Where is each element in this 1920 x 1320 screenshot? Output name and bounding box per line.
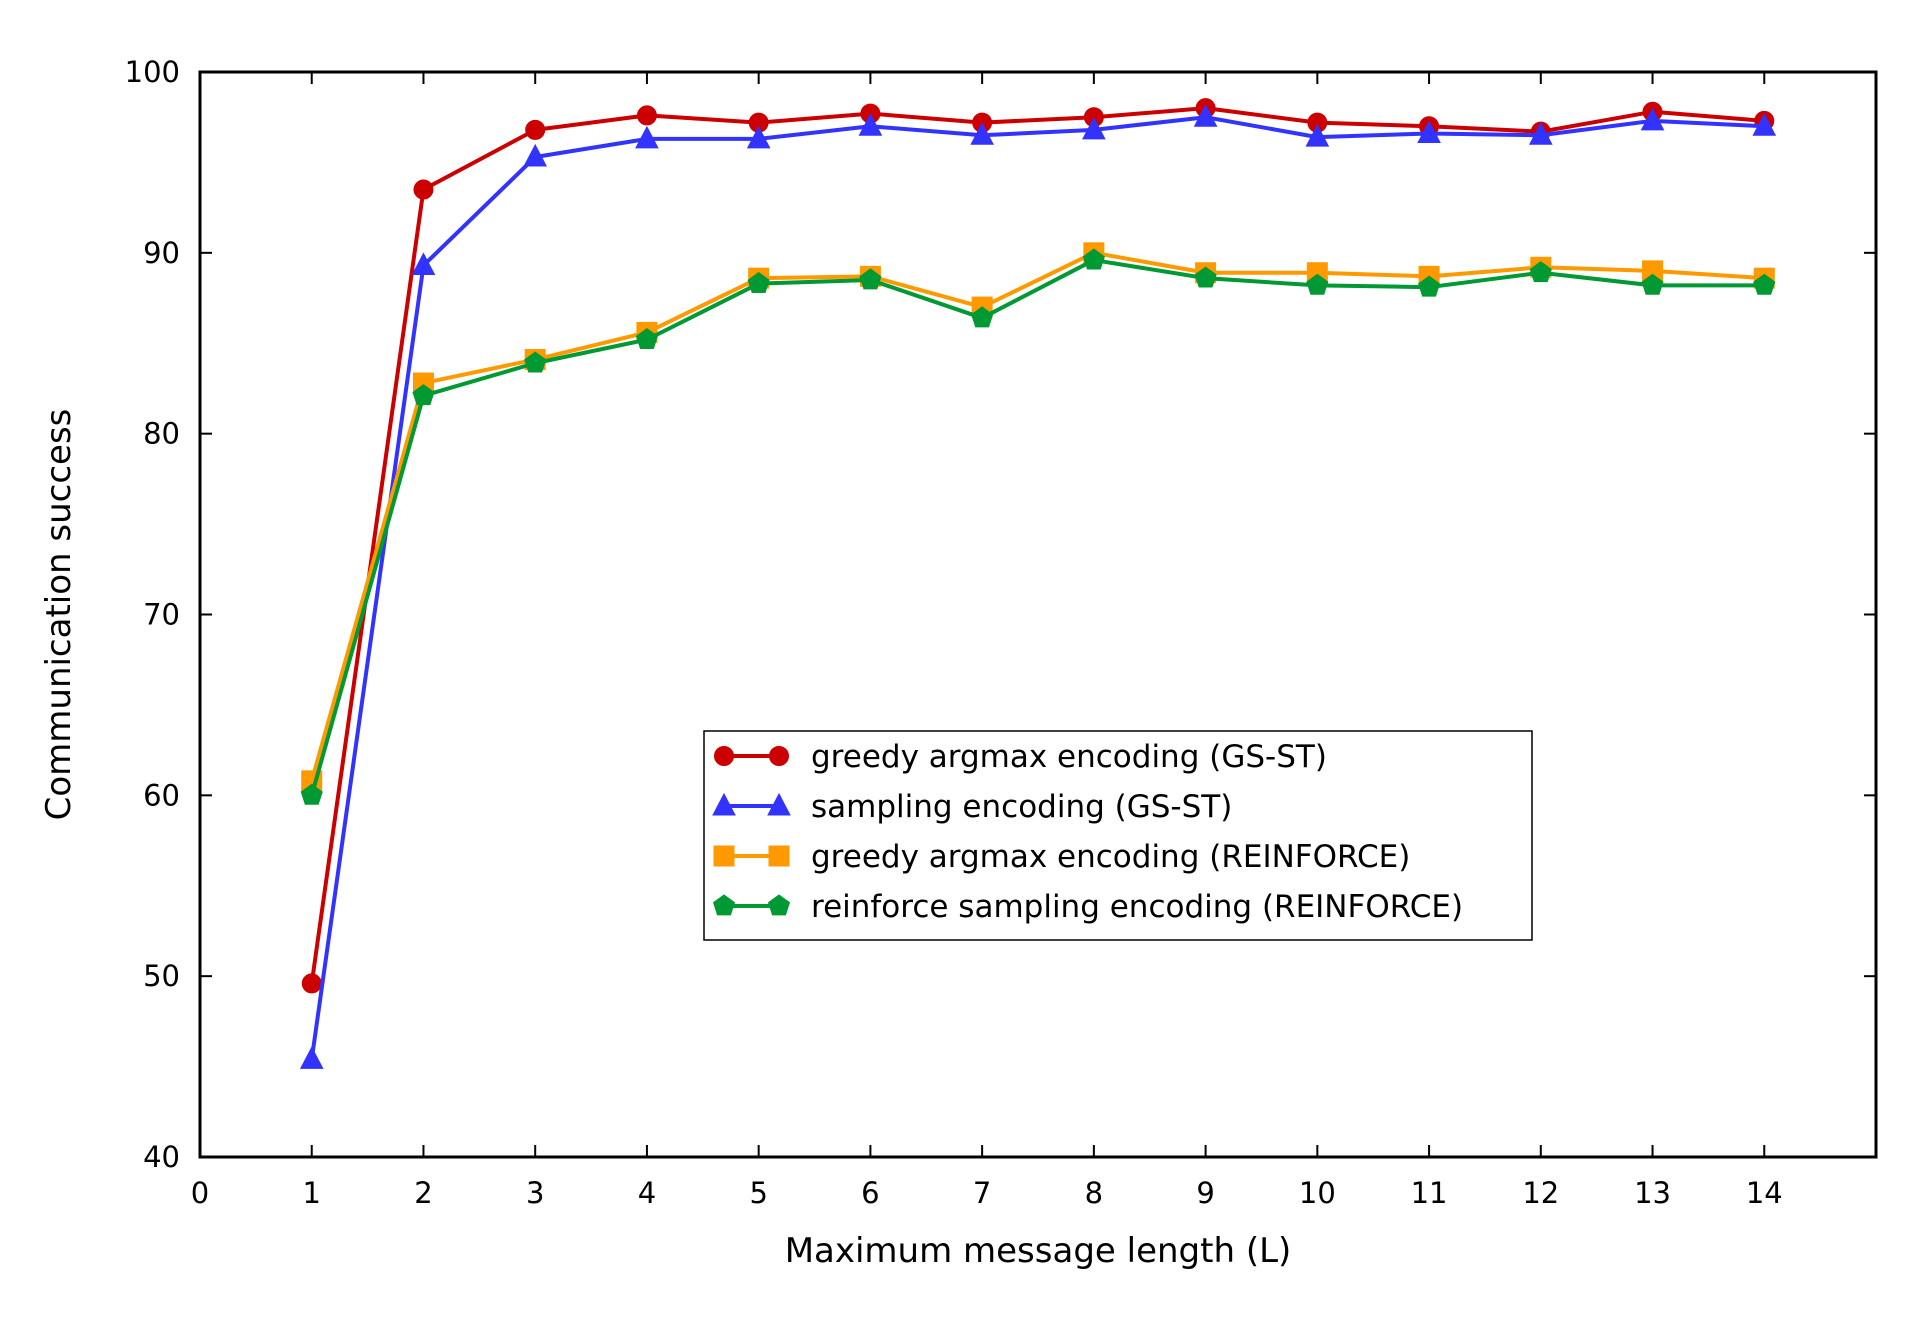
legend-marker	[714, 746, 734, 766]
x-tick-label: 7	[973, 1176, 991, 1210]
data-point	[413, 179, 434, 200]
series-1	[299, 104, 1777, 1069]
x-tick-label: 12	[1522, 1176, 1559, 1210]
data-point	[971, 306, 994, 328]
x-tick-label: 8	[1085, 1176, 1103, 1210]
series-line	[309, 115, 1765, 1060]
x-tick-label: 11	[1411, 1176, 1448, 1210]
legend-label: reinforce sampling encoding (REINFORCE)	[811, 889, 1463, 925]
legend-label: greedy argmax encoding (REINFORCE)	[811, 839, 1410, 875]
legend: greedy argmax encoding (GS-ST) sampling e…	[703, 730, 1533, 941]
data-point	[1418, 275, 1441, 297]
y-tick-label: 60	[143, 778, 180, 812]
legend-marker	[712, 894, 736, 916]
y-tick-label: 70	[143, 598, 180, 632]
data-point	[970, 122, 994, 145]
legend-marker	[769, 746, 789, 766]
legend-marker	[767, 792, 791, 816]
legend-item: sampling encoding (GS-ST)	[712, 789, 1232, 825]
data-point	[1641, 273, 1664, 295]
data-point	[636, 105, 657, 126]
data-point	[1417, 120, 1441, 143]
plot-frame	[198, 70, 1878, 1159]
data-point	[747, 271, 770, 293]
series-2	[301, 242, 1775, 792]
x-tick-label: 1	[303, 1176, 321, 1210]
data-point	[299, 1046, 324, 1069]
y-tick-label: 100	[125, 55, 180, 89]
x-axis-title: Maximum message length (L)	[785, 1231, 1292, 1271]
data-point	[859, 268, 882, 290]
legend-marker	[767, 894, 791, 916]
legend-box	[703, 730, 1533, 941]
y-tick-label: 40	[143, 1140, 180, 1174]
data-point	[300, 783, 323, 805]
data-point	[1753, 273, 1776, 295]
x-tick-label: 5	[749, 1176, 767, 1210]
data-point	[635, 125, 659, 149]
legend-label: sampling encoding (GS-ST)	[811, 789, 1232, 825]
data-point	[1194, 266, 1217, 288]
series-line	[309, 106, 1765, 984]
data-point	[1082, 248, 1105, 270]
x-tick-label: 13	[1634, 1176, 1671, 1210]
y-tick-label: 80	[143, 417, 180, 451]
data-point	[301, 973, 322, 994]
x-tick-label: 2	[414, 1176, 432, 1210]
series-line	[309, 258, 1765, 796]
data-point	[524, 351, 547, 373]
x-tick-label: 9	[1196, 1176, 1214, 1210]
legend-item: greedy argmax encoding (REINFORCE)	[713, 839, 1410, 875]
data-point	[523, 143, 548, 167]
x-tick-label: 3	[526, 1176, 544, 1210]
data-point	[1640, 107, 1665, 131]
data-point	[858, 113, 883, 136]
legend-marker	[713, 845, 735, 867]
data-point	[635, 328, 658, 350]
data-point	[1193, 104, 1218, 127]
data-point	[1752, 113, 1777, 136]
data-point	[1529, 261, 1552, 283]
x-tick-label: 10	[1299, 1176, 1336, 1210]
axis-ticks	[199, 71, 1876, 1158]
y-tick-label: 50	[143, 959, 180, 993]
y-axis-title: Communication success	[39, 409, 79, 821]
data-point	[1305, 124, 1330, 147]
data-point	[525, 119, 546, 140]
legend-marker	[712, 792, 736, 816]
data-point	[412, 384, 435, 406]
data-point	[1082, 116, 1106, 140]
data-point	[411, 252, 436, 275]
data-point	[1306, 273, 1329, 295]
data-point	[1528, 122, 1553, 145]
series-line	[309, 250, 1765, 782]
legend-item: greedy argmax encoding (GS-ST)	[714, 739, 1327, 775]
legend-item: reinforce sampling encoding (REINFORCE)	[712, 889, 1463, 925]
series-layer	[299, 98, 1777, 1069]
legend-label: greedy argmax encoding (GS-ST)	[811, 739, 1327, 775]
x-tick-label: 0	[191, 1176, 209, 1210]
legend-marker	[768, 845, 790, 867]
y-tick-label: 90	[143, 236, 180, 270]
x-tick-label: 4	[638, 1176, 656, 1210]
x-tick-label: 6	[861, 1176, 879, 1210]
series-3	[300, 248, 1776, 805]
data-point	[746, 125, 771, 149]
x-tick-label: 14	[1746, 1176, 1783, 1210]
